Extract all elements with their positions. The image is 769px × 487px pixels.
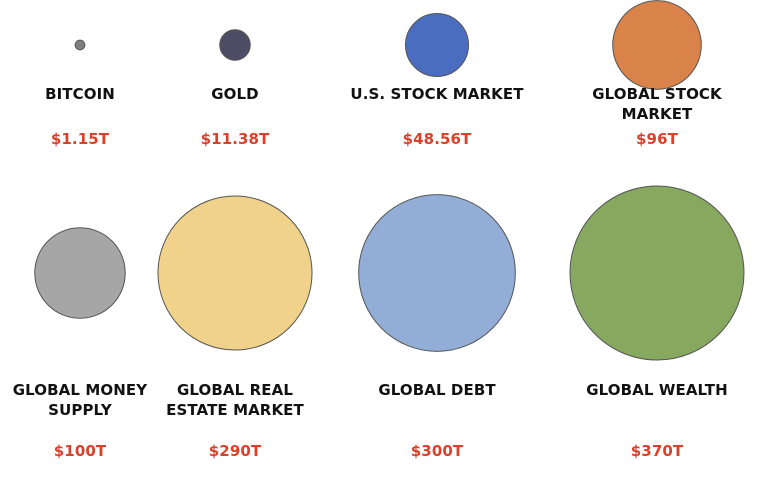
bubble-label-5-line-1: ESTATE MARKET: [166, 401, 304, 419]
bubble-2: [404, 12, 470, 78]
bubble-0: [74, 39, 86, 51]
bubble-7: [569, 185, 745, 361]
bubble-label-0-line-0: BITCOIN: [45, 85, 115, 103]
bubble-value-6: $300T: [411, 442, 464, 460]
bubble-label-7-line-0: GLOBAL WEALTH: [586, 381, 727, 399]
bubble-value-4: $100T: [54, 442, 107, 460]
bubble-4: [34, 227, 126, 319]
bubble-label-6-line-0: GLOBAL DEBT: [378, 381, 496, 399]
bubble-3: [612, 0, 702, 90]
bubble-label-1-line-0: GOLD: [211, 85, 258, 103]
bubble-5: [157, 195, 313, 351]
bubble-label-3-line-0: GLOBAL STOCK: [592, 85, 723, 103]
bubble-label-3-line-1: MARKET: [622, 105, 693, 123]
bubble-value-5: $290T: [209, 442, 262, 460]
bubble-value-3: $96T: [636, 130, 679, 148]
bubble-label-5-line-0: GLOBAL REAL: [177, 381, 293, 399]
bubble-label-2-line-0: U.S. STOCK MARKET: [350, 85, 524, 103]
bubble-value-2: $48.56T: [403, 130, 472, 148]
bubble-6: [358, 194, 516, 352]
bubble-label-4-line-1: SUPPLY: [48, 401, 113, 419]
bubble-1: [219, 29, 251, 61]
bubble-value-0: $1.15T: [51, 130, 110, 148]
bubble-value-7: $370T: [631, 442, 684, 460]
bubble-value-1: $11.38T: [201, 130, 270, 148]
bubble-label-4-line-0: GLOBAL MONEY: [13, 381, 148, 399]
